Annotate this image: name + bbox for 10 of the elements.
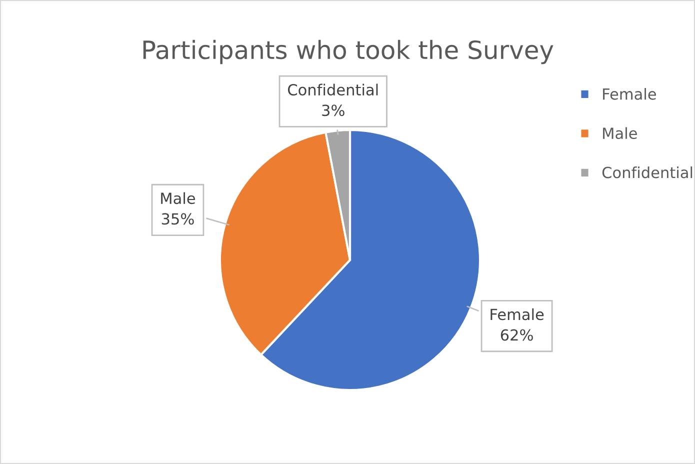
legend-label: Female [603, 88, 656, 100]
chart-title: Participants who took the Survey [143, 40, 554, 64]
legend-label: Confidential [602, 166, 692, 178]
slice-label: Female [490, 308, 544, 320]
data-label: 62% [500, 329, 533, 341]
data-label: 35% [162, 213, 194, 225]
data-label: 3% [322, 104, 344, 116]
slice-label: Male [161, 192, 196, 204]
legend-label: Male [603, 127, 637, 140]
slice-label: Confidential [288, 84, 378, 96]
